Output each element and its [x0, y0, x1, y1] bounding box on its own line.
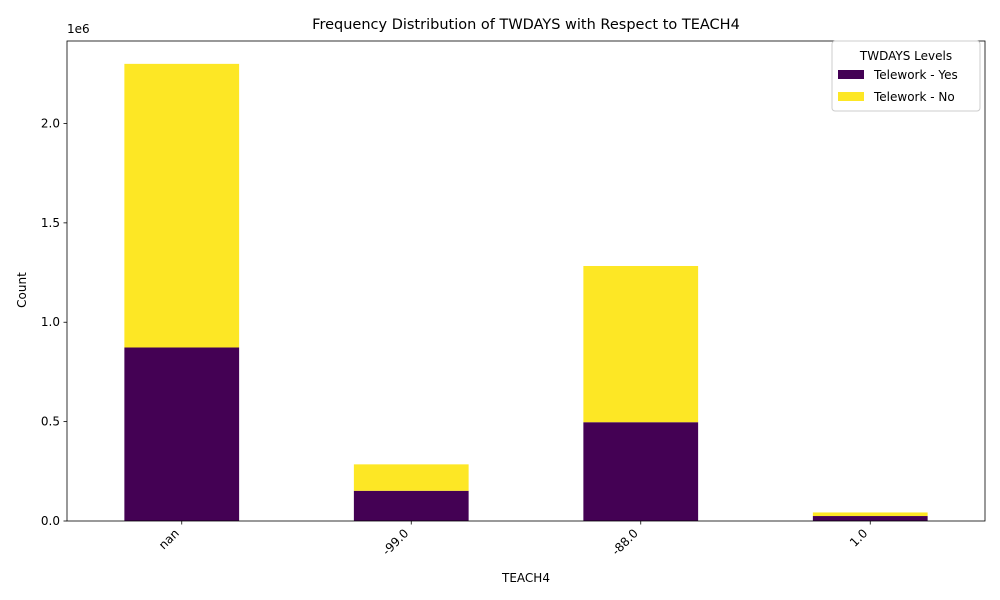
legend-label-yes: Telework - Yes	[873, 68, 958, 82]
bar-telework-yes-1	[353, 490, 469, 521]
plot-frame	[66, 40, 986, 522]
y-tick-label: 2.0	[41, 116, 60, 130]
legend-swatch-yes	[838, 70, 864, 79]
x-tick-label: -88.0	[609, 526, 641, 558]
bar-telework-yes-2	[583, 422, 699, 521]
bar-telework-yes-0	[124, 347, 240, 521]
y-scale-label: 1e6	[67, 22, 90, 36]
chart-title: Frequency Distribution of TWDAYS with Re…	[312, 17, 740, 33]
legend-title: TWDAYS Levels	[859, 49, 952, 63]
y-tick-label: 0.5	[41, 415, 60, 429]
bar-telework-no-1	[353, 464, 469, 491]
legend-frame	[831, 40, 981, 112]
y-axis-title: Count	[15, 272, 29, 308]
legend: TWDAYS Levels Telework - Yes Telework - …	[831, 40, 981, 112]
x-axis-title: TEACH4	[501, 571, 550, 585]
bar-telework-no-0	[124, 63, 240, 348]
bar-telework-no-3	[812, 512, 928, 517]
y-tick-label: 1.5	[41, 216, 60, 230]
x-tick-label: nan	[156, 526, 182, 552]
bar-telework-yes-3	[812, 516, 928, 521]
legend-swatch-no	[838, 92, 864, 101]
bar-telework-no-2	[583, 265, 699, 423]
y-tick-label: 0.0	[41, 514, 60, 528]
bars-group	[124, 63, 928, 521]
x-tick-label: -99.0	[380, 526, 412, 558]
legend-label-no: Telework - No	[873, 90, 955, 104]
y-tick-label: 1.0	[41, 315, 60, 329]
x-tick-label: 1.0	[847, 526, 870, 549]
